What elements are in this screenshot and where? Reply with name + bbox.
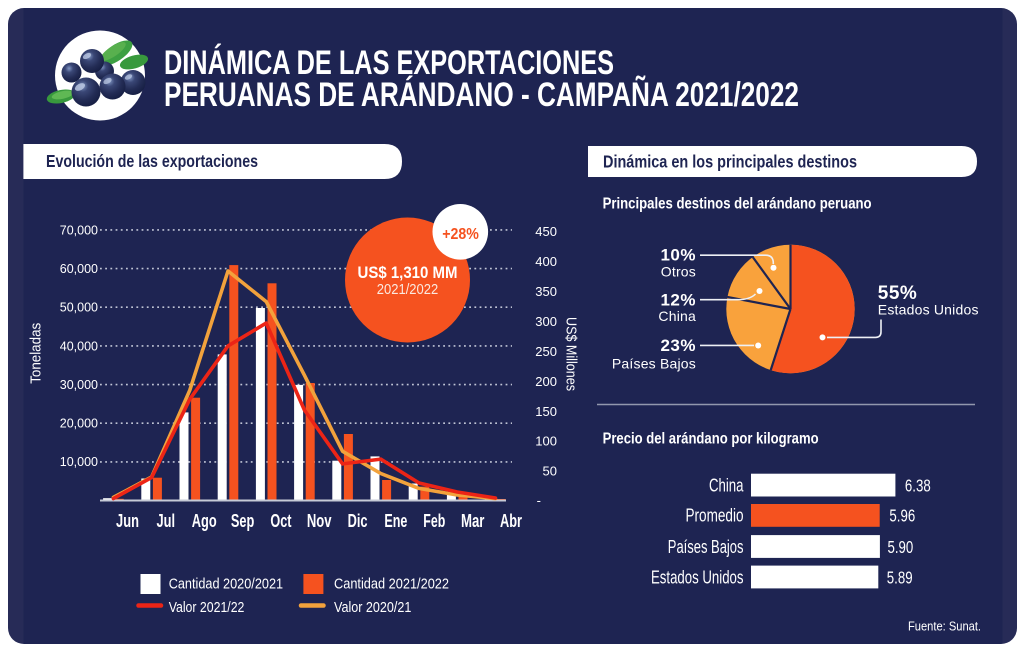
svg-text:250: 250 [535, 344, 557, 359]
svg-text:Ago: Ago [192, 511, 217, 531]
svg-text:Precio del arándano por kilogr: Precio del arándano por kilogramo [603, 430, 819, 447]
svg-text:PERUANAS DE ARÁNDANO - CAMPAÑA: PERUANAS DE ARÁNDANO - CAMPAÑA 2021/2022 [164, 76, 799, 114]
svg-text:Fuente: Sunat.: Fuente: Sunat. [908, 618, 981, 633]
svg-text:+28%: +28% [442, 226, 479, 243]
svg-text:55%: 55% [878, 283, 918, 304]
svg-text:Otros: Otros [661, 263, 696, 279]
svg-text:Estados Unidos: Estados Unidos [651, 567, 744, 587]
svg-text:Oct: Oct [270, 511, 291, 531]
svg-text:Jun: Jun [116, 511, 139, 531]
svg-text:10,000: 10,000 [60, 455, 98, 469]
svg-text:450: 450 [535, 224, 557, 239]
svg-text:China: China [658, 308, 696, 324]
svg-text:DINÁMICA DE LAS EXPORTACIONES: DINÁMICA DE LAS EXPORTACIONES [164, 44, 614, 82]
svg-text:-: - [537, 493, 541, 508]
svg-text:Dic: Dic [348, 511, 368, 531]
svg-text:23%: 23% [660, 336, 696, 355]
svg-text:Países Bajos: Países Bajos [612, 356, 696, 372]
svg-text:10%: 10% [660, 245, 696, 264]
svg-text:20,000: 20,000 [60, 417, 98, 431]
svg-text:70,000: 70,000 [60, 223, 98, 237]
svg-text:Cantidad 2020/2021: Cantidad 2020/2021 [169, 576, 283, 593]
svg-text:2021/2022: 2021/2022 [377, 282, 439, 298]
svg-text:Estados Unidos: Estados Unidos [878, 301, 979, 317]
svg-text:30,000: 30,000 [60, 378, 98, 392]
svg-text:400: 400 [535, 254, 557, 269]
svg-text:Evolución de las exportaciones: Evolución de las exportaciones [46, 151, 258, 171]
svg-text:5.96: 5.96 [889, 506, 915, 526]
svg-text:300: 300 [535, 314, 557, 329]
svg-text:6.38: 6.38 [905, 475, 931, 495]
svg-text:Países Bajos: Países Bajos [668, 537, 744, 557]
svg-text:Ene: Ene [384, 511, 407, 531]
svg-text:US$ 1,310 MM: US$ 1,310 MM [358, 263, 458, 282]
svg-text:Sep: Sep [231, 511, 254, 531]
svg-text:Toneladas: Toneladas [28, 323, 45, 384]
svg-text:Principales destinos del aránd: Principales destinos del arándano peruan… [603, 196, 872, 213]
svg-text:5.90: 5.90 [888, 537, 914, 557]
svg-text:12%: 12% [660, 290, 696, 309]
svg-text:150: 150 [535, 404, 557, 419]
svg-text:100: 100 [535, 434, 557, 449]
svg-text:Feb: Feb [423, 511, 445, 531]
svg-text:Mar: Mar [461, 511, 485, 531]
svg-text:Abr: Abr [500, 511, 522, 531]
svg-text:Valor 2021/22: Valor 2021/22 [169, 599, 245, 616]
svg-text:US$ Millones: US$ Millones [563, 317, 580, 391]
svg-text:China: China [709, 475, 744, 495]
svg-text:200: 200 [535, 374, 557, 389]
svg-text:60,000: 60,000 [60, 262, 98, 276]
svg-text:Promedio: Promedio [686, 506, 744, 526]
svg-text:Valor 2020/21: Valor 2020/21 [334, 599, 411, 616]
svg-text:50,000: 50,000 [60, 301, 98, 315]
svg-text:350: 350 [535, 284, 557, 299]
svg-text:Nov: Nov [307, 511, 332, 531]
svg-text:Cantidad 2021/2022: Cantidad 2021/2022 [334, 576, 449, 593]
svg-text:5.89: 5.89 [887, 567, 913, 587]
svg-text:Dinámica en los principales de: Dinámica en los principales destinos [603, 152, 857, 172]
svg-text:40,000: 40,000 [60, 339, 98, 353]
svg-text:50: 50 [543, 464, 557, 479]
svg-text:Jul: Jul [157, 511, 176, 531]
